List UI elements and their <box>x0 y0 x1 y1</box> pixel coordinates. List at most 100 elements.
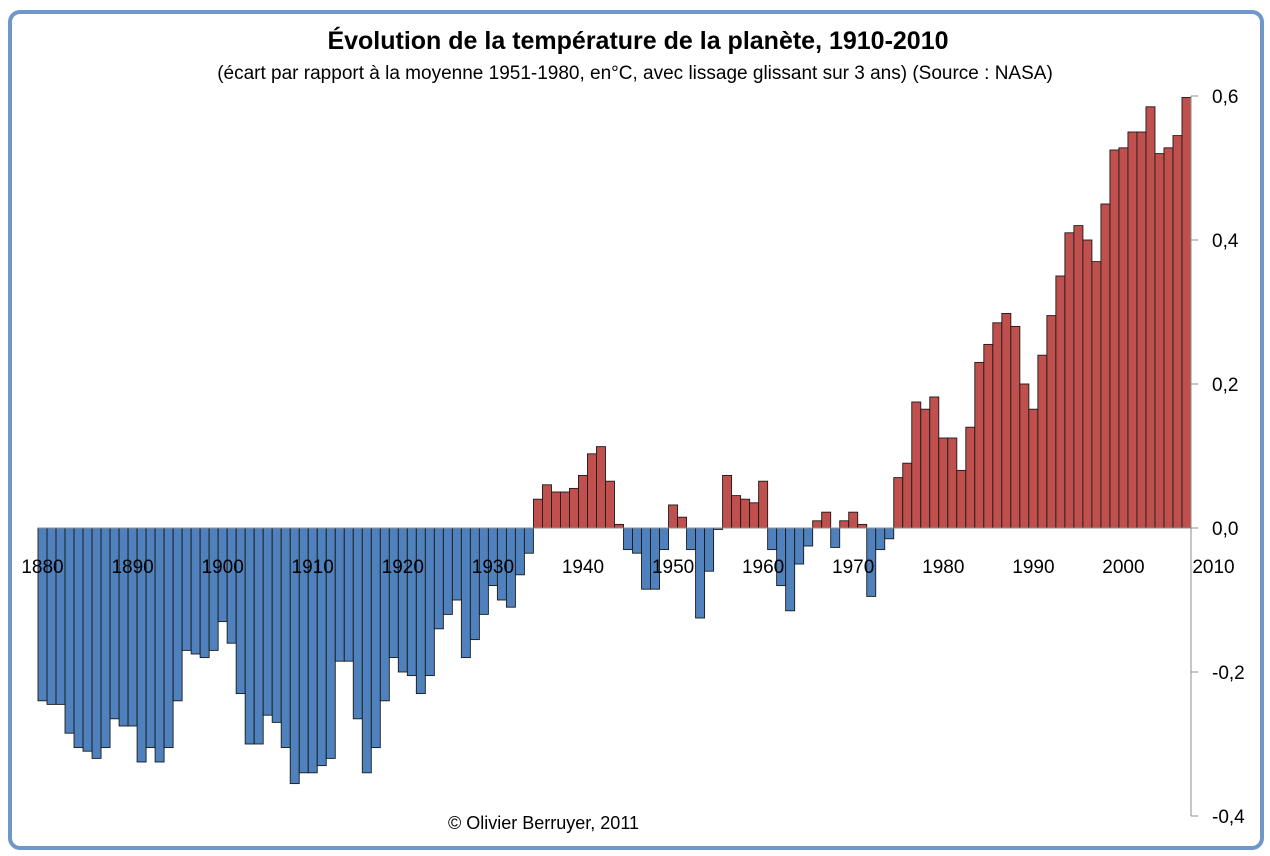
bar-1994 <box>1064 232 1075 529</box>
bar-1919 <box>388 527 399 659</box>
chart-subtitle: (écart par rapport à la moyenne 1951-198… <box>217 63 1053 84</box>
bar-1884 <box>73 527 84 749</box>
x-tick-label: 1940 <box>562 557 604 578</box>
bar-2003 <box>1145 106 1156 529</box>
bar-1939 <box>569 487 579 529</box>
bar-1938 <box>560 491 570 529</box>
x-tick-label: 2000 <box>1102 557 1144 578</box>
y-tick-label: 0,2 <box>1212 375 1238 396</box>
bar-1945 <box>623 527 633 551</box>
bar-1951 <box>677 516 688 529</box>
bar-1952 <box>686 527 697 551</box>
bar-1976 <box>902 462 913 529</box>
bar-1992 <box>1046 315 1057 529</box>
bar-1928 <box>469 527 480 641</box>
x-tick-label: 1920 <box>382 557 424 578</box>
bar-1960 <box>758 480 769 529</box>
bar-1880 <box>37 527 48 702</box>
x-tick-label: 1980 <box>922 557 964 578</box>
bar-1904 <box>253 527 264 745</box>
bar-1899 <box>208 527 219 651</box>
bar-2007 <box>1181 96 1192 529</box>
bar-1902 <box>235 527 246 695</box>
bar-1881 <box>46 527 57 705</box>
bar-1990 <box>1028 408 1039 529</box>
bar-1971 <box>857 523 868 529</box>
bar-1978 <box>920 408 931 529</box>
x-tick-label: 1890 <box>111 557 153 578</box>
y-tick-label: 0,4 <box>1212 231 1239 252</box>
x-tick-label: 1970 <box>832 557 874 578</box>
bar-1977 <box>911 401 922 529</box>
bar-1984 <box>974 361 985 529</box>
bar-1926 <box>451 527 462 601</box>
bar-1898 <box>199 527 210 659</box>
bar-1941 <box>587 453 597 529</box>
bar-1918 <box>379 527 390 702</box>
bar-1944 <box>614 523 624 529</box>
x-tick-label: 2010 <box>1192 557 1234 578</box>
bar-1924 <box>433 527 444 630</box>
bar-1959 <box>749 502 760 529</box>
x-tick-label: 1910 <box>292 557 334 578</box>
bar-1981 <box>947 437 958 529</box>
bar-1934 <box>523 527 534 554</box>
bar-2001 <box>1127 131 1138 529</box>
bar-1906 <box>271 527 282 723</box>
x-tick-label: 1950 <box>652 557 694 578</box>
bar-1995 <box>1073 225 1084 529</box>
bar-1921 <box>406 527 417 677</box>
bar-1914 <box>343 527 354 662</box>
bar-1989 <box>1019 383 1030 529</box>
bar-1922 <box>415 527 426 695</box>
bar-1956 <box>722 474 733 529</box>
bar-1974 <box>884 527 895 540</box>
bar-1954 <box>704 527 715 572</box>
bar-1964 <box>794 527 805 565</box>
bar-1980 <box>938 437 949 529</box>
bar-1893 <box>154 527 165 763</box>
bar-1987 <box>1001 312 1012 529</box>
bar-1982 <box>956 469 967 529</box>
bar-1997 <box>1091 261 1102 529</box>
bar-1923 <box>424 527 435 677</box>
bar-1883 <box>64 527 75 734</box>
bar-1916 <box>361 527 372 774</box>
bar-1933 <box>514 527 525 576</box>
x-tick-label: 1930 <box>472 557 514 578</box>
bar-1936 <box>541 484 552 529</box>
bar-2006 <box>1172 135 1183 529</box>
bar-2005 <box>1163 147 1174 529</box>
bar-1949 <box>659 527 669 551</box>
bar-1985 <box>983 343 994 529</box>
bar-1970 <box>848 511 859 529</box>
bar-1925 <box>442 527 453 615</box>
bar-1905 <box>262 527 273 716</box>
bar-1993 <box>1055 275 1066 529</box>
bar-1946 <box>632 527 642 554</box>
y-tick-label: 0,0 <box>1212 519 1238 540</box>
bar-1885 <box>82 527 93 752</box>
bar-1907 <box>280 527 291 749</box>
bar-2000 <box>1118 147 1129 529</box>
bar-1963 <box>785 527 796 612</box>
y-tick-label: -0,2 <box>1212 663 1245 684</box>
bar-1979 <box>929 396 940 529</box>
copyright-credit: © Olivier Berruyer, 2011 <box>448 813 640 833</box>
y-tick-label: 0,6 <box>1212 87 1238 108</box>
bar-1967 <box>821 511 832 529</box>
bar-1897 <box>190 527 201 655</box>
bar-1996 <box>1082 239 1093 529</box>
bar-1969 <box>839 520 850 529</box>
bar-1895 <box>172 527 183 702</box>
x-tick-label: 1960 <box>742 557 784 578</box>
chart-title: Évolution de la température de la planèt… <box>327 27 949 55</box>
bar-1937 <box>551 491 561 529</box>
bar-1940 <box>578 474 588 529</box>
bar-1915 <box>352 527 363 720</box>
bar-1901 <box>226 527 237 644</box>
y-tick-label: -0,4 <box>1212 807 1245 828</box>
bar-1917 <box>370 527 381 749</box>
bar-1882 <box>55 527 66 705</box>
